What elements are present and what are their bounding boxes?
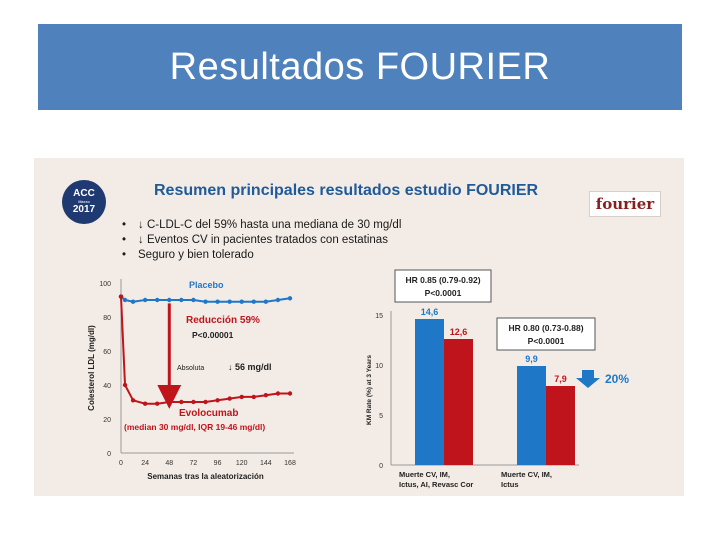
acc-badge: ACC Marzo 2017 — [62, 180, 106, 224]
hr-box-p-value: P<0.0001 — [528, 336, 565, 346]
line-chart-x-tick-label: 24 — [141, 460, 149, 467]
slide-image: ACC Marzo 2017 Resumen principales resul… — [34, 158, 684, 496]
line-point — [287, 296, 293, 301]
line-point — [122, 382, 128, 388]
slide-title-bar: Resultados FOURIER — [38, 24, 682, 110]
reduction-percent-label: 20% — [605, 372, 629, 386]
reduccion-label: Reducción 59% — [186, 315, 260, 326]
bar-chart-y-tick-label: 5 — [379, 413, 383, 420]
bar-category-label: Ictus — [501, 480, 519, 489]
evolocumab-label: Evolocumab — [179, 408, 238, 419]
badge-line3: 2017 — [72, 204, 96, 215]
line-chart-x-tick-label: 168 — [284, 460, 296, 467]
bullet-item: ↓ Eventos CV in pacientes tratados con e… — [122, 233, 401, 248]
line-point — [287, 391, 293, 396]
slide-title: Resultados FOURIER — [169, 45, 551, 88]
bar-category-label: Muerte CV, IM, — [399, 470, 450, 479]
line-point — [179, 399, 184, 405]
line-chart-x-tick-label: 144 — [260, 460, 272, 467]
line-series-placebo — [120, 295, 291, 303]
bar-placebo — [415, 319, 444, 465]
badge-line1: ACC — [73, 188, 95, 199]
line-point — [203, 299, 208, 304]
line-chart-x-tick-label: 120 — [236, 460, 248, 467]
line-chart-y-tick-label: 60 — [103, 349, 111, 356]
placebo-label: Placebo — [189, 280, 224, 290]
bullet-item: ↓ C-LDL-C del 59% hasta una mediana de 3… — [122, 218, 401, 233]
hr-box — [394, 269, 492, 303]
bar-chart-y-tick-label: 10 — [375, 363, 383, 370]
bar-value-label: 12,6 — [450, 327, 468, 337]
line-chart-x-tick-label: 72 — [190, 460, 198, 467]
bar-chart-y-tick-label: 0 — [379, 463, 383, 470]
line-chart-x-tick-label: 96 — [214, 460, 222, 467]
hr-box-ratio: HR 0.85 (0.79-0.92) — [405, 275, 480, 285]
line-chart-x-tick-label: 48 — [165, 460, 173, 467]
line-chart-y-tick-label: 0 — [107, 451, 111, 458]
line-point — [251, 299, 256, 304]
bar-category-label: Muerte CV, IM, — [501, 470, 552, 479]
bar-chart-y-tick-label: 15 — [375, 313, 383, 320]
line-chart-y-tick-label: 20 — [103, 417, 111, 424]
absoluta-label: Absoluta — [177, 365, 204, 372]
evolocumab-median-label: (median 30 mg/dl, IQR 19-46 mg/dl) — [124, 422, 265, 432]
line-point — [251, 394, 256, 400]
line-point — [142, 401, 148, 406]
line-point — [191, 399, 196, 405]
line-point — [122, 297, 128, 303]
bar-value-label: 14,6 — [421, 307, 439, 317]
line-chart-y-tick-label: 80 — [103, 315, 111, 322]
bar-value-label: 7,9 — [554, 374, 567, 384]
bar-evolocumab — [444, 339, 473, 465]
bar-evolocumab — [546, 386, 575, 465]
line-chart-y-tick-label: 40 — [103, 383, 111, 390]
line-point — [155, 297, 160, 303]
line-point — [179, 297, 184, 303]
bar-category-label: Ictus, AI, Revasc Cor — [399, 480, 473, 489]
line-chart-y-label: Colesterol LDL (mg/dl) — [87, 325, 96, 411]
hr-box — [496, 317, 596, 351]
line-point — [275, 391, 281, 396]
line-point — [215, 398, 220, 403]
slide-heading: Resumen principales resultados estudio F… — [154, 182, 539, 199]
line-point — [275, 297, 281, 303]
line-point — [263, 299, 269, 304]
line-chart-x-label: Semanas tras la aleatorización — [147, 472, 264, 481]
absoluta-value: ↓ 56 mg/dl — [228, 362, 272, 372]
line-point — [118, 294, 124, 299]
hr-box-ratio: HR 0.80 (0.73-0.88) — [508, 323, 583, 333]
line-point — [239, 394, 244, 400]
line-chart-y-tick-label: 100 — [99, 281, 111, 288]
line-point — [239, 299, 244, 304]
line-point — [191, 297, 196, 303]
reduccion-p-value: P<0.00001 — [192, 330, 234, 340]
line-point — [130, 398, 136, 403]
bullet-list: ↓ C-LDL-C del 59% hasta una mediana de 3… — [122, 218, 401, 263]
bullet-item: Seguro y bien tolerado — [122, 248, 401, 263]
line-chart-x-tick-label: 0 — [119, 460, 123, 467]
bar-value-label: 9,9 — [525, 354, 538, 364]
bar-placebo — [517, 366, 546, 465]
line-point — [167, 297, 172, 303]
line-point — [263, 393, 269, 398]
line-point — [203, 399, 208, 405]
bar-chart-y-label: KM Rate (%) at 3 Years — [366, 355, 373, 425]
line-point — [130, 299, 136, 304]
line-point — [227, 396, 232, 401]
hr-box-p-value: P<0.0001 — [425, 288, 462, 298]
down-arrow-icon — [576, 370, 600, 388]
fourier-logo: fourier — [589, 191, 661, 217]
line-point — [167, 399, 172, 405]
line-point — [227, 299, 232, 304]
badge-line2: Marzo — [78, 199, 90, 204]
line-point — [155, 401, 160, 406]
line-point — [142, 297, 148, 303]
line-series-evolocumab — [120, 296, 290, 405]
line-point — [215, 299, 220, 304]
